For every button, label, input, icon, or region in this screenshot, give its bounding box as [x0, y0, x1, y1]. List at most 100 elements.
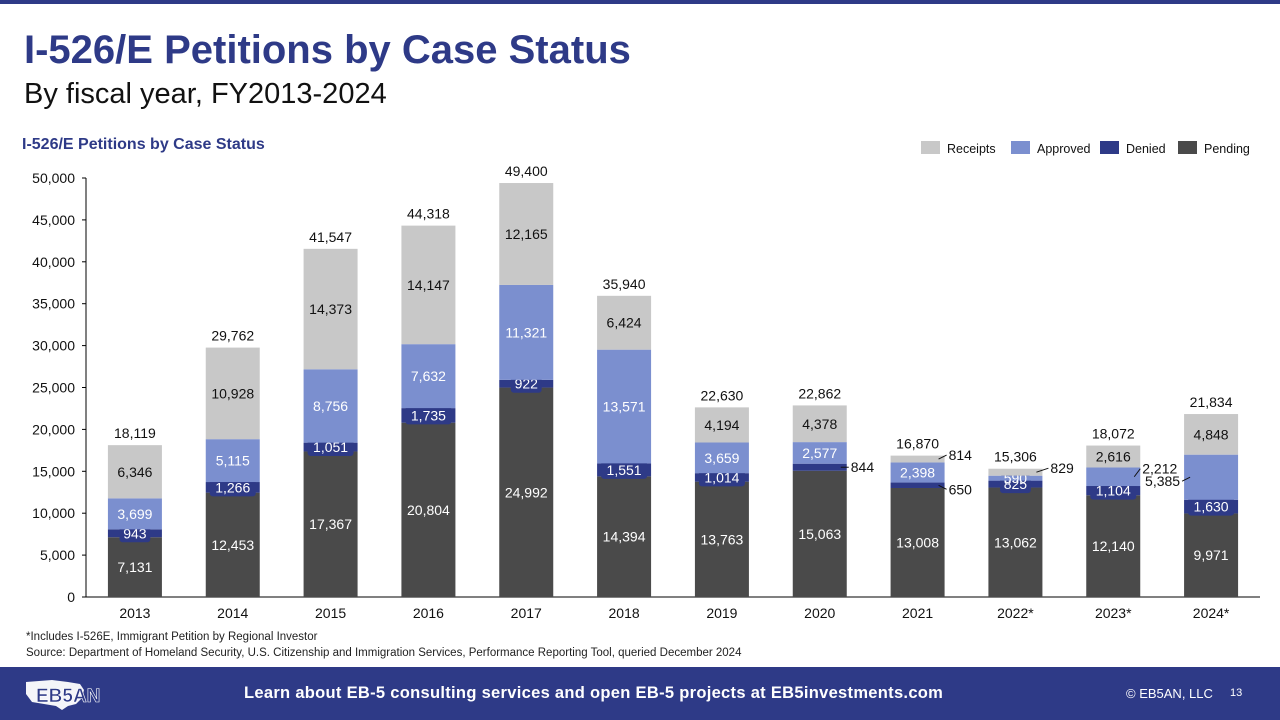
legend-label-denied: Denied	[1126, 142, 1166, 156]
bar-segment-receipts	[205, 347, 260, 440]
bar-segment-approved	[694, 442, 749, 474]
total-label: 21,834	[1190, 394, 1233, 410]
eb5an-logo: EB5AN	[26, 680, 101, 710]
legend-label-receipts: Receipts	[947, 142, 996, 156]
y-tick-label: 45,000	[32, 212, 75, 228]
denied-label-box	[405, 406, 452, 425]
leader-line	[938, 454, 947, 460]
logo-text: EB5AN	[36, 686, 100, 707]
total-label: 35,940	[603, 276, 646, 292]
total-label: 22,630	[701, 387, 744, 403]
data-label: 5,115	[216, 453, 250, 469]
y-tick-label: 20,000	[32, 421, 75, 437]
denied-label-box	[1188, 497, 1235, 516]
page-subtitle: By fiscal year, FY2013-2024	[24, 78, 387, 110]
data-label: 1,735	[411, 407, 446, 423]
bar-segment-receipts	[1086, 445, 1141, 468]
data-label: 1,630	[1194, 499, 1229, 515]
bar-segment-pending	[499, 387, 554, 597]
bar-segment-approved	[499, 284, 554, 380]
data-label: 13,763	[701, 531, 744, 547]
data-label: 4,378	[802, 416, 837, 432]
data-label: 1,051	[313, 439, 348, 455]
data-label: 15,063	[798, 526, 841, 542]
bar-segment-receipts	[792, 405, 847, 443]
bar-segment-approved	[1086, 467, 1141, 487]
data-label: 6,346	[117, 464, 152, 480]
data-label: 829	[1050, 460, 1074, 476]
bar-segment-pending	[303, 451, 358, 597]
x-tick-label: 2020	[804, 605, 835, 621]
bar-segment-approved	[890, 462, 945, 483]
legend-label-approved: Approved	[1037, 142, 1091, 156]
legend-swatch-receipts	[921, 141, 940, 154]
data-label: 8,756	[313, 398, 348, 414]
x-tick-label: 2013	[119, 605, 150, 621]
leader-line	[1133, 468, 1141, 478]
data-label: 12,165	[505, 226, 548, 242]
data-label: 3,699	[117, 506, 152, 522]
data-label: 14,394	[603, 529, 646, 545]
y-tick-label: 50,000	[32, 170, 75, 186]
footer-copyright: © EB5AN, LLC	[1126, 686, 1213, 701]
y-tick-label: 0	[67, 589, 75, 605]
data-label: 5,385	[1145, 473, 1180, 489]
footnotes: *Includes I-526E, Immigrant Petition by …	[26, 629, 741, 661]
bar-segment-receipts	[988, 468, 1043, 476]
data-label: 844	[851, 459, 875, 475]
data-label: 814	[949, 447, 973, 463]
x-tick-label: 2014	[217, 605, 248, 621]
total-label: 18,119	[114, 425, 156, 441]
bar-segment-receipts	[890, 455, 945, 463]
total-label: 29,762	[211, 328, 254, 344]
total-label: 44,318	[407, 206, 450, 222]
data-label: 2,398	[900, 464, 935, 480]
footer-tagline: Learn about EB-5 consulting services and…	[244, 684, 944, 702]
leader-line	[938, 484, 947, 490]
bar-segment-approved	[1184, 454, 1239, 500]
data-label: 1,104	[1096, 483, 1131, 499]
data-label: 14,373	[309, 301, 352, 317]
bar-segment-receipts	[1184, 414, 1239, 455]
x-tick-label: 2019	[706, 605, 737, 621]
bar-segment-pending	[1086, 495, 1141, 597]
bar-segment-denied	[792, 463, 847, 471]
bar-segment-pending	[988, 487, 1043, 597]
y-tick-label: 5,000	[40, 547, 75, 563]
x-tick-label: 2021	[902, 605, 933, 621]
bar-segment-pending	[694, 481, 749, 597]
bar-segment-pending	[205, 492, 260, 597]
total-label: 15,306	[994, 449, 1037, 465]
data-label: 13,008	[896, 534, 939, 550]
data-label: 4,848	[1194, 426, 1229, 442]
legend-label-pending: Pending	[1204, 142, 1250, 156]
data-label: 1,551	[607, 462, 642, 478]
bar-segment-approved	[401, 344, 456, 409]
y-tick-label: 15,000	[32, 463, 75, 479]
footnote-source: Source: Department of Homeland Security,…	[26, 647, 742, 659]
y-tick-label: 25,000	[32, 380, 75, 396]
total-label: 49,400	[505, 163, 548, 179]
denied-label-box	[1090, 481, 1137, 500]
bar-segment-receipts	[694, 407, 749, 443]
y-tick-label: 10,000	[32, 505, 75, 521]
bar-segment-receipts	[401, 225, 456, 345]
data-label: 6,424	[607, 315, 642, 331]
y-tick-label: 35,000	[32, 296, 75, 312]
x-tick-label: 2015	[315, 605, 346, 621]
total-label: 16,870	[896, 436, 939, 452]
denied-label-box	[601, 460, 648, 479]
legend-swatch-pending	[1178, 141, 1197, 154]
bar-segment-approved	[597, 349, 652, 464]
legend-swatch-denied	[1100, 141, 1119, 154]
footnote-asterisk: *Includes I-526E, Immigrant Petition by …	[26, 631, 318, 643]
bar-segment-receipts	[107, 445, 162, 499]
data-label: 650	[949, 481, 973, 497]
total-label: 22,862	[798, 385, 841, 401]
bar-segment-pending	[401, 422, 456, 597]
data-label: 13,062	[994, 534, 1037, 550]
data-label: 3,659	[704, 450, 739, 466]
y-tick-label: 30,000	[32, 338, 75, 354]
data-label: 4,194	[704, 417, 739, 433]
data-label: 11,321	[505, 324, 547, 340]
